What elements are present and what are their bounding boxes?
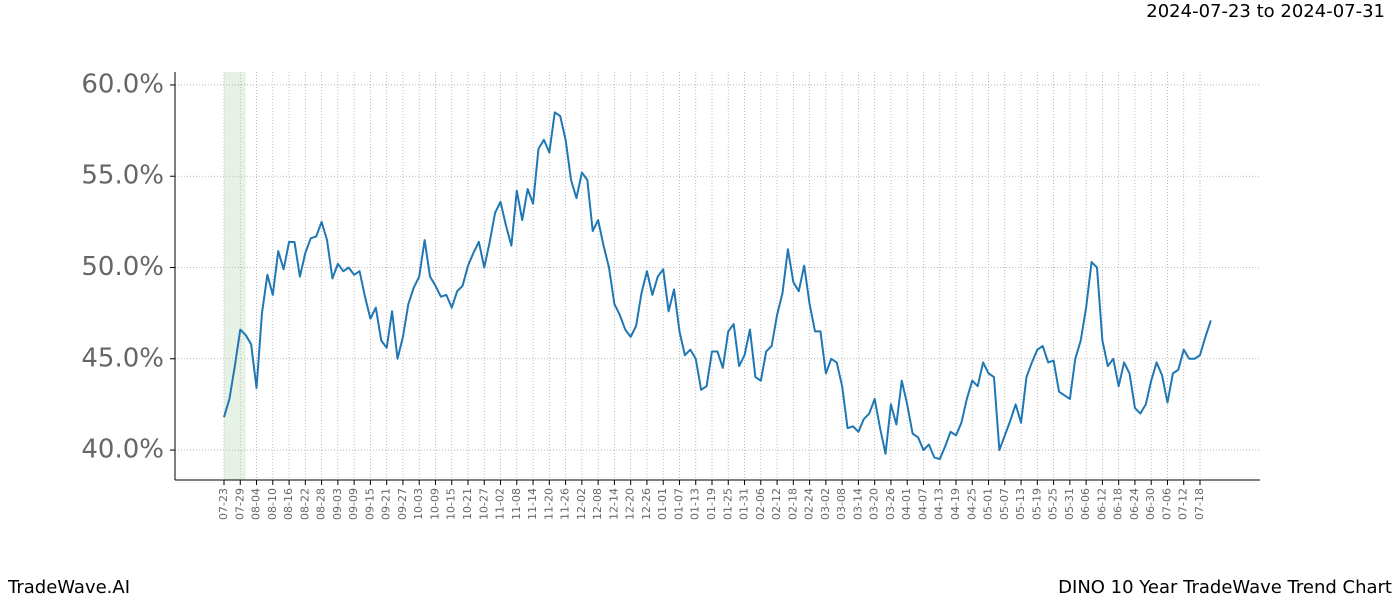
trend-line bbox=[223, 111, 1212, 461]
x-tick-label: 12-14 bbox=[607, 488, 620, 520]
date-range: 2024-07-23 to 2024-07-31 bbox=[1146, 1, 1385, 22]
x-tick-label: 02-18 bbox=[786, 488, 799, 520]
x-tick-label: 09-15 bbox=[363, 488, 376, 520]
x-tick-label: 03-14 bbox=[851, 488, 864, 520]
x-tick-label: 04-25 bbox=[965, 488, 978, 520]
x-tick-label: 04-01 bbox=[900, 488, 913, 520]
x-tick-label: 11-08 bbox=[510, 488, 523, 520]
x-tick-label: 10-15 bbox=[445, 488, 458, 520]
x-tick-label: 08-28 bbox=[315, 488, 328, 520]
x-tick-label: 06-18 bbox=[1112, 488, 1125, 520]
x-tick-label: 07-06 bbox=[1160, 488, 1173, 520]
x-tick-label: 01-07 bbox=[672, 488, 685, 520]
y-tick-label: 50.0% bbox=[81, 252, 164, 282]
brand: TradeWave.AI bbox=[7, 577, 130, 598]
x-tick-label: 04-07 bbox=[916, 488, 929, 520]
x-tick-label: 05-31 bbox=[1063, 488, 1076, 520]
x-tick-label: 11-20 bbox=[542, 488, 555, 520]
x-tick-label: 07-12 bbox=[1177, 488, 1190, 520]
x-tick-label: 03-20 bbox=[868, 488, 881, 520]
x-tick-label: 09-09 bbox=[347, 488, 360, 520]
x-tick-label: 08-16 bbox=[282, 488, 295, 520]
x-tick-label: 01-19 bbox=[705, 488, 718, 520]
x-tick-label: 11-02 bbox=[494, 488, 507, 520]
x-tick-label: 09-21 bbox=[380, 488, 393, 520]
x-tick-label: 03-08 bbox=[835, 488, 848, 520]
x-tick-label: 06-30 bbox=[1144, 488, 1157, 520]
y-tick-label: 60.0% bbox=[81, 69, 164, 99]
x-tick-label: 05-13 bbox=[1014, 488, 1027, 520]
x-tick-label: 08-10 bbox=[266, 488, 279, 520]
x-tick-label: 06-12 bbox=[1095, 488, 1108, 520]
x-tick-label: 02-06 bbox=[754, 488, 767, 520]
x-tick-label: 01-13 bbox=[689, 488, 702, 520]
chart-title: DINO 10 Year TradeWave Trend Chart bbox=[1058, 577, 1392, 598]
x-tick-label: 01-01 bbox=[656, 488, 669, 520]
x-tick-label: 06-06 bbox=[1079, 488, 1092, 520]
x-tick-label: 03-02 bbox=[819, 488, 832, 520]
x-tick-label: 03-26 bbox=[884, 488, 897, 520]
x-tick-label: 02-24 bbox=[803, 488, 816, 520]
x-tick-label: 08-04 bbox=[250, 488, 263, 520]
x-tick-label: 05-19 bbox=[1030, 488, 1043, 520]
x-tick-label: 04-19 bbox=[949, 488, 962, 520]
x-tick-label: 10-09 bbox=[428, 488, 441, 520]
x-tick-label: 12-02 bbox=[575, 488, 588, 520]
x-tick-label: 09-27 bbox=[396, 488, 409, 520]
x-tick-label: 05-01 bbox=[982, 488, 995, 520]
y-tick-label: 45.0% bbox=[81, 343, 164, 373]
x-tick-label: 05-07 bbox=[998, 488, 1011, 520]
x-tick-label: 11-14 bbox=[526, 488, 539, 520]
x-tick-label: 07-23 bbox=[217, 488, 230, 520]
x-tick-label: 04-13 bbox=[933, 488, 946, 520]
highlight-span bbox=[224, 72, 246, 480]
x-tick-label: 12-26 bbox=[640, 488, 653, 520]
x-tick-label: 12-20 bbox=[624, 488, 637, 520]
x-tick-label: 07-29 bbox=[233, 488, 246, 520]
x-tick-label: 09-03 bbox=[331, 488, 344, 520]
x-tick-label: 06-24 bbox=[1128, 488, 1141, 520]
x-tick-label: 12-08 bbox=[591, 488, 604, 520]
x-tick-label: 05-25 bbox=[1047, 488, 1060, 520]
x-tick-label: 11-26 bbox=[559, 488, 572, 520]
x-tick-label: 01-31 bbox=[738, 488, 751, 520]
x-tick-label: 10-21 bbox=[461, 488, 474, 520]
x-tick-label: 10-27 bbox=[477, 488, 490, 520]
x-tick-label: 07-18 bbox=[1193, 488, 1206, 520]
x-tick-label: 02-12 bbox=[770, 488, 783, 520]
x-tick-label: 10-03 bbox=[412, 488, 425, 520]
x-tick-label: 08-22 bbox=[298, 488, 311, 520]
x-tick-label: 01-25 bbox=[721, 488, 734, 520]
y-tick-label: 40.0% bbox=[81, 435, 164, 465]
y-tick-label: 55.0% bbox=[81, 161, 164, 191]
